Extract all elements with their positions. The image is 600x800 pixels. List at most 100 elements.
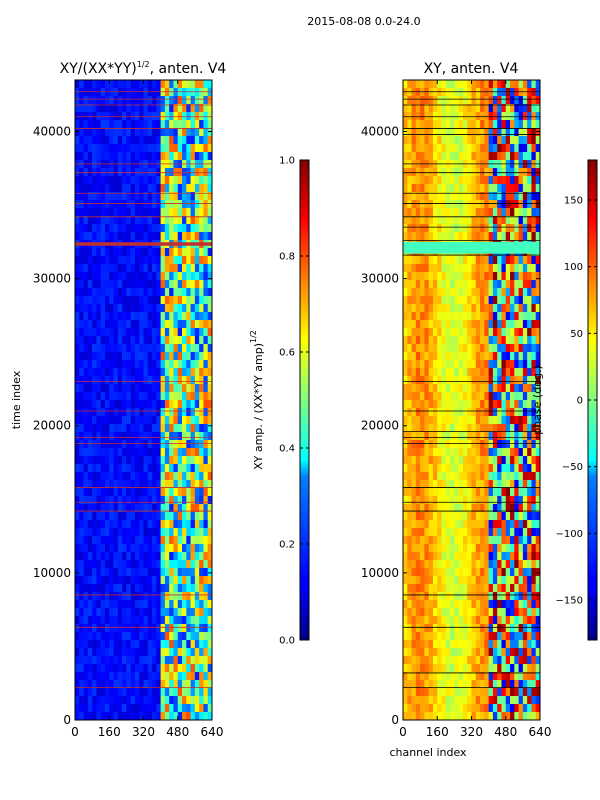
phase-cell xyxy=(467,384,472,393)
phase-cell xyxy=(458,192,464,201)
amplitude-cell xyxy=(199,672,204,681)
amplitude-cell xyxy=(122,560,127,569)
phase-cell xyxy=(492,224,498,233)
phase-cell xyxy=(471,568,477,577)
amplitude-cell xyxy=(109,152,114,161)
phase-cell xyxy=(467,488,472,497)
amplitude-cell xyxy=(194,392,200,401)
amplitude-cell xyxy=(83,472,89,481)
amplitude-cell xyxy=(122,96,127,105)
phase-cell xyxy=(480,280,485,289)
phase-cell xyxy=(510,296,515,305)
phase-cell xyxy=(415,560,421,569)
amplitude-cell xyxy=(87,704,93,713)
phase-cell xyxy=(424,512,429,521)
amplitude-cell xyxy=(104,520,110,529)
amplitude-cell xyxy=(160,368,166,377)
amplitude-cell xyxy=(143,360,149,369)
phase-cell xyxy=(505,176,511,185)
amplitude-cell xyxy=(143,440,149,449)
phase-cell xyxy=(501,304,507,313)
amplitude-cell xyxy=(113,432,119,441)
amplitude-cell xyxy=(134,192,140,201)
amplitude-cell xyxy=(75,416,80,425)
amplitude-cell xyxy=(104,312,110,321)
amplitude-cell xyxy=(130,512,136,521)
phase-cell xyxy=(531,648,537,657)
amplitude-cell xyxy=(160,376,166,385)
phase-cell xyxy=(437,288,442,297)
amplitude-cell xyxy=(100,192,106,201)
phase-cell xyxy=(441,560,447,569)
amplitude-cell xyxy=(182,128,187,137)
amplitude-cell xyxy=(169,336,174,345)
phase-cell xyxy=(471,560,477,569)
phase-cell xyxy=(497,280,502,289)
amplitude-cell xyxy=(122,360,127,369)
phase-cell xyxy=(527,368,532,377)
amplitude-cell xyxy=(177,184,183,193)
amplitude-cell xyxy=(122,392,127,401)
phase-cell xyxy=(403,296,408,305)
amplitude-cell xyxy=(143,344,149,353)
amplitude-cell xyxy=(182,528,187,537)
phase-cell xyxy=(522,528,528,537)
amplitude-cell xyxy=(182,688,187,697)
amplitude-cell xyxy=(139,440,144,449)
amplitude-cell xyxy=(203,272,209,281)
phase-cell xyxy=(501,120,507,129)
amplitude-cell xyxy=(203,168,209,177)
phase-cell xyxy=(450,544,455,553)
amplitude-cell xyxy=(87,280,93,289)
amplitude-cell xyxy=(79,80,84,89)
amplitude-cell xyxy=(152,664,157,673)
amplitude-cell xyxy=(207,464,212,473)
amplitude-cell xyxy=(164,80,170,89)
amplitude-cell xyxy=(100,560,106,569)
amplitude-cell xyxy=(186,584,191,593)
amplitude-cell xyxy=(139,352,144,361)
phase-cell xyxy=(445,232,451,241)
phase-cell xyxy=(522,256,528,265)
amplitude-cell xyxy=(117,640,123,649)
amplitude-cell xyxy=(122,80,127,89)
phase-cell xyxy=(501,456,507,465)
amplitude-cell xyxy=(104,560,110,569)
phase-cell xyxy=(458,216,464,225)
amplitude-cell xyxy=(160,664,166,673)
phase-cell xyxy=(424,296,429,305)
amplitude-cell xyxy=(87,400,93,409)
phase-cell xyxy=(510,400,515,409)
amplitude-cell xyxy=(113,536,119,545)
amplitude-cell xyxy=(143,368,149,377)
amplitude-cell xyxy=(122,328,127,337)
amplitude-cell xyxy=(203,640,209,649)
phase-cell xyxy=(501,256,507,265)
amplitude-cell xyxy=(186,376,191,385)
phase-cell xyxy=(480,504,485,513)
phase-cell xyxy=(450,208,455,217)
amplitude-cell xyxy=(104,424,110,433)
amplitude-cell xyxy=(177,560,183,569)
phase-cell xyxy=(492,520,498,529)
phase-cell xyxy=(424,144,429,153)
amplitude-cell xyxy=(100,152,106,161)
phase-cell xyxy=(415,344,421,353)
phase-cell xyxy=(514,368,519,377)
phase-cell xyxy=(535,568,540,577)
amplitude-cell xyxy=(177,488,183,497)
phase-cell xyxy=(403,536,408,545)
amplitude-cell xyxy=(143,256,149,265)
amplitude-cell xyxy=(156,152,161,161)
amplitude-cell xyxy=(79,600,84,609)
amplitude-cell xyxy=(92,448,97,457)
amplitude-cell xyxy=(190,192,196,201)
amplitude-cell xyxy=(134,352,140,361)
amplitude-cell xyxy=(186,328,191,337)
amplitude-cell xyxy=(83,104,89,113)
phase-cell xyxy=(454,320,459,329)
amplitude-cell xyxy=(104,144,110,153)
amplitude-cell xyxy=(143,168,149,177)
amplitude-cell xyxy=(109,512,114,521)
amplitude-cell xyxy=(100,408,106,417)
